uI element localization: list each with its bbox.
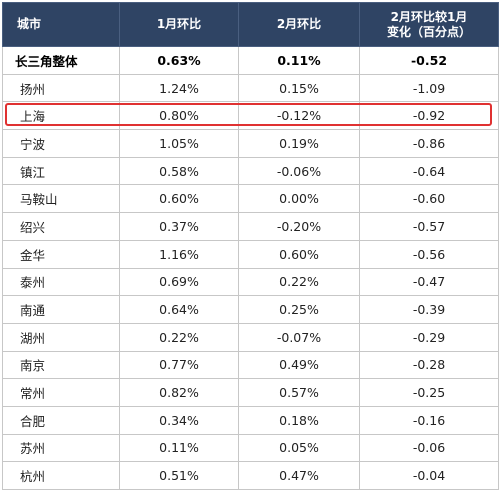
table-row: 南通 0.64% 0.25% -0.39 bbox=[2, 295, 499, 324]
change-cell: -0.92 bbox=[359, 101, 499, 131]
table-row: 泰州 0.69% 0.22% -0.47 bbox=[2, 267, 499, 297]
change-cell: -0.16 bbox=[359, 405, 499, 435]
header-feb-mom: 2月环比 bbox=[238, 2, 360, 47]
change-cell: -0.47 bbox=[359, 267, 499, 297]
change-cell: -0.04 bbox=[359, 461, 499, 490]
city-cell: 长三角整体 bbox=[2, 46, 120, 75]
city-cell: 镇江 bbox=[2, 156, 120, 186]
table-body: 长三角整体 0.63% 0.11% -0.52 扬州 1.24% 0.15% -1.09 上海 0… bbox=[2, 46, 499, 490]
jan-mom-cell: 0.22% bbox=[119, 322, 239, 352]
table-row: 绍兴 0.37% -0.20% -0.57 bbox=[2, 212, 499, 241]
city-cell: 苏州 bbox=[2, 433, 120, 463]
city-cell: 常州 bbox=[2, 378, 120, 407]
city-cell: 马鞍山 bbox=[2, 184, 120, 214]
feb-mom-cell: 0.47% bbox=[238, 461, 360, 490]
change-cell: -0.86 bbox=[359, 129, 499, 158]
feb-mom-cell: -0.20% bbox=[238, 212, 360, 241]
header-row: 城市 1月环比 2月环比 2月环比较1月 变化（百分点） bbox=[2, 2, 499, 47]
table-row: 金华 1.16% 0.60% -0.56 bbox=[2, 239, 499, 269]
change-cell: -0.39 bbox=[359, 295, 499, 324]
table-row: 常州 0.82% 0.57% -0.25 bbox=[2, 378, 499, 407]
table-row: 杭州 0.51% 0.47% -0.04 bbox=[2, 461, 499, 490]
table-header: 城市 1月环比 2月环比 2月环比较1月 变化（百分点） bbox=[2, 2, 499, 47]
feb-mom-cell: 0.25% bbox=[238, 295, 360, 324]
table-row: 宁波 1.05% 0.19% -0.86 bbox=[2, 129, 499, 158]
feb-mom-cell: 0.05% bbox=[238, 433, 360, 463]
city-cell: 上海 bbox=[2, 101, 120, 131]
feb-mom-cell: -0.07% bbox=[238, 322, 360, 352]
feb-mom-cell: 0.15% bbox=[238, 73, 360, 103]
city-cell: 湖州 bbox=[2, 322, 120, 352]
jan-mom-cell: 0.58% bbox=[119, 156, 239, 186]
feb-mom-cell: 0.19% bbox=[238, 129, 360, 158]
change-cell: -0.25 bbox=[359, 378, 499, 407]
city-cell: 宁波 bbox=[2, 129, 120, 158]
table-row: 南京 0.77% 0.49% -0.28 bbox=[2, 350, 499, 380]
table-row: 马鞍山 0.60% 0.00% -0.60 bbox=[2, 184, 499, 214]
change-cell: -0.29 bbox=[359, 322, 499, 352]
header-city: 城市 bbox=[2, 2, 120, 47]
feb-mom-cell: -0.06% bbox=[238, 156, 360, 186]
city-cell: 扬州 bbox=[2, 73, 120, 103]
jan-mom-cell: 0.51% bbox=[119, 461, 239, 490]
city-cell: 南通 bbox=[2, 295, 120, 324]
table-row: 湖州 0.22% -0.07% -0.29 bbox=[2, 322, 499, 352]
jan-mom-cell: 0.60% bbox=[119, 184, 239, 214]
jan-mom-cell: 0.64% bbox=[119, 295, 239, 324]
table-row: 合肥 0.34% 0.18% -0.16 bbox=[2, 405, 499, 435]
feb-mom-cell: 0.00% bbox=[238, 184, 360, 214]
change-cell: -0.60 bbox=[359, 184, 499, 214]
jan-mom-cell: 0.37% bbox=[119, 212, 239, 241]
feb-mom-cell: 0.49% bbox=[238, 350, 360, 380]
header-change: 2月环比较1月 变化（百分点） bbox=[359, 2, 499, 47]
jan-mom-cell: 0.34% bbox=[119, 405, 239, 435]
jan-mom-cell: 0.63% bbox=[119, 46, 239, 75]
feb-mom-cell: 0.22% bbox=[238, 267, 360, 297]
feb-mom-cell: 0.11% bbox=[238, 46, 360, 75]
city-cell: 杭州 bbox=[2, 461, 120, 490]
city-cell: 金华 bbox=[2, 239, 120, 269]
header-jan-mom: 1月环比 bbox=[119, 2, 239, 47]
table-row: 镇江 0.58% -0.06% -0.64 bbox=[2, 156, 499, 186]
jan-mom-cell: 0.80% bbox=[119, 101, 239, 131]
jan-mom-cell: 1.16% bbox=[119, 239, 239, 269]
change-cell: -0.57 bbox=[359, 212, 499, 241]
table-row: 上海 0.80% -0.12% -0.92 bbox=[2, 101, 499, 131]
jan-mom-cell: 0.11% bbox=[119, 433, 239, 463]
feb-mom-cell: -0.12% bbox=[238, 101, 360, 131]
header-change-line2: 变化（百分点） bbox=[386, 24, 471, 39]
jan-mom-cell: 0.69% bbox=[119, 267, 239, 297]
feb-mom-cell: 0.57% bbox=[238, 378, 360, 407]
change-cell: -0.64 bbox=[359, 156, 499, 186]
jan-mom-cell: 0.77% bbox=[119, 350, 239, 380]
city-cell: 绍兴 bbox=[2, 212, 120, 241]
change-cell: -0.28 bbox=[359, 350, 499, 380]
feb-mom-cell: 0.60% bbox=[238, 239, 360, 269]
header-change-line1: 2月环比较1月 bbox=[390, 9, 468, 24]
jan-mom-cell: 0.82% bbox=[119, 378, 239, 407]
jan-mom-cell: 1.05% bbox=[119, 129, 239, 158]
price-change-table: 城市 1月环比 2月环比 2月环比较1月 变化（百分点） 长三角整体 0.63% 0… bbox=[2, 2, 499, 490]
city-cell: 合肥 bbox=[2, 405, 120, 435]
change-cell: -1.09 bbox=[359, 73, 499, 103]
change-cell: -0.52 bbox=[359, 46, 499, 75]
city-cell: 南京 bbox=[2, 350, 120, 380]
table-row: 苏州 0.11% 0.05% -0.06 bbox=[2, 433, 499, 463]
jan-mom-cell: 1.24% bbox=[119, 73, 239, 103]
table-row: 扬州 1.24% 0.15% -1.09 bbox=[2, 73, 499, 103]
city-cell: 泰州 bbox=[2, 267, 120, 297]
feb-mom-cell: 0.18% bbox=[238, 405, 360, 435]
change-cell: -0.06 bbox=[359, 433, 499, 463]
summary-row: 长三角整体 0.63% 0.11% -0.52 bbox=[2, 46, 499, 75]
change-cell: -0.56 bbox=[359, 239, 499, 269]
